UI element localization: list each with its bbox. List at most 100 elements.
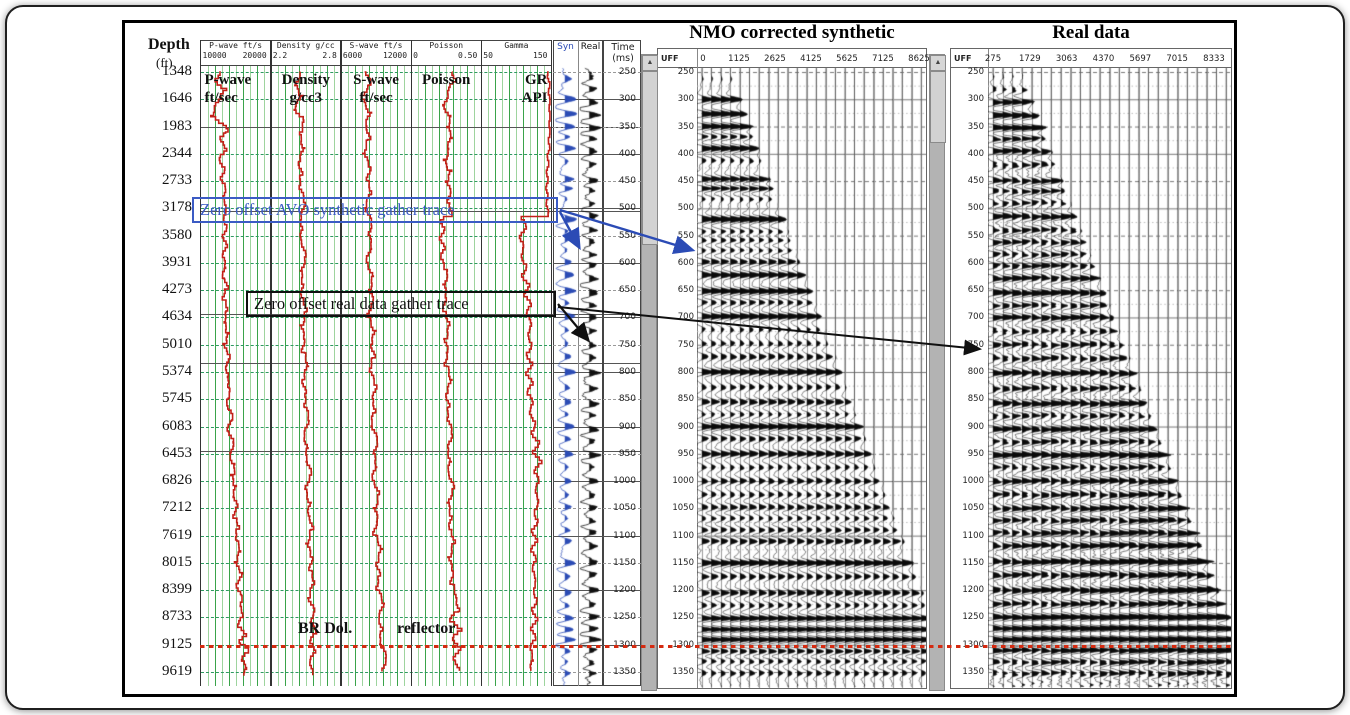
scrollbar-thumb[interactable] bbox=[930, 71, 946, 143]
gather-time-label: 600 bbox=[677, 257, 694, 268]
gather-time-label: 1150 bbox=[672, 557, 694, 568]
time-label: 300 bbox=[618, 94, 636, 105]
gather-time-label: 550 bbox=[967, 230, 984, 241]
log-grid-vline bbox=[305, 64, 307, 686]
log-grid-vline bbox=[446, 64, 448, 686]
offset-label: 1125 bbox=[728, 54, 750, 64]
log-grid-hline bbox=[200, 535, 552, 537]
gather-time-label: 500 bbox=[967, 203, 984, 214]
depth-label: 7619 bbox=[162, 526, 192, 543]
depth-label: 8733 bbox=[162, 608, 192, 625]
time-label: 1050 bbox=[613, 503, 636, 514]
depth-label: 8015 bbox=[162, 553, 192, 570]
track-border bbox=[410, 40, 412, 686]
track-label-units: API bbox=[521, 90, 548, 106]
log-grid-hline bbox=[200, 344, 552, 346]
time-label: 600 bbox=[618, 257, 636, 268]
gather-time-label: 1250 bbox=[962, 612, 984, 623]
gather-time-label: 700 bbox=[677, 312, 694, 323]
time-label: 1350 bbox=[613, 667, 636, 677]
track-label-name: GR bbox=[524, 72, 548, 88]
log-grid-vline bbox=[502, 64, 504, 686]
br-dol-reflector-line bbox=[200, 645, 1233, 649]
time-label: 900 bbox=[618, 421, 636, 432]
log-grid-vline bbox=[361, 64, 363, 686]
nmo-corner-label: UFF bbox=[661, 54, 679, 63]
gather-time-label: 550 bbox=[677, 230, 694, 241]
real-panel-title: Real data bbox=[1052, 22, 1130, 43]
offset-label: 0 bbox=[700, 54, 706, 64]
track-header-title: Density g/cc bbox=[276, 41, 335, 50]
depth-label: 1646 bbox=[162, 90, 192, 107]
real-corner-label: UFF bbox=[954, 54, 972, 63]
gather-time-label: 950 bbox=[677, 448, 694, 459]
time-axis-units: (ms) bbox=[612, 53, 634, 64]
log-grid-hline bbox=[200, 590, 552, 592]
gather-time-label: 250 bbox=[677, 67, 694, 77]
log-grid-vline bbox=[214, 64, 216, 686]
gather-time-label: 1350 bbox=[672, 667, 694, 677]
track-scale-min: 6000 bbox=[342, 51, 363, 60]
gather-time-label: 650 bbox=[677, 285, 694, 296]
track-label-name: S-wave bbox=[353, 72, 399, 88]
log-view-scrollbar[interactable]: ▲ bbox=[641, 54, 658, 691]
offset-label: 4125 bbox=[800, 54, 822, 64]
nmo-panel-scrollbar[interactable]: ▲ bbox=[929, 54, 946, 691]
time-column-box bbox=[603, 40, 641, 686]
depth-label: 7212 bbox=[162, 499, 192, 516]
gather-time-label: 750 bbox=[677, 339, 694, 350]
log-grid-vline bbox=[235, 64, 237, 686]
log-grid-vline bbox=[397, 64, 399, 686]
log-grid-vline bbox=[277, 64, 279, 686]
gather-time-label: 650 bbox=[967, 285, 984, 296]
track-label-name: P-wave bbox=[204, 72, 252, 88]
track-scale-min: 0 bbox=[413, 51, 418, 60]
scroll-up-arrow-icon[interactable]: ▲ bbox=[642, 55, 658, 71]
depth-label: 1983 bbox=[162, 117, 192, 134]
time-label: 1300 bbox=[604, 640, 636, 650]
offset-label: 7125 bbox=[872, 54, 894, 64]
track-label-units: ft/sec bbox=[359, 90, 393, 106]
gather-time-label: 1000 bbox=[962, 476, 984, 487]
log-grid-vline bbox=[376, 64, 377, 686]
track-header-title: P-wave ft/s bbox=[209, 41, 263, 50]
log-horizon-line bbox=[200, 313, 641, 315]
log-grid-vline bbox=[312, 64, 314, 686]
syn-trace-canvas bbox=[553, 64, 578, 686]
depth-label: 1348 bbox=[162, 63, 192, 79]
log-grid-vline bbox=[228, 64, 230, 686]
track-scale-min: 10000 bbox=[202, 51, 227, 60]
scrollbar-thumb[interactable] bbox=[642, 71, 658, 245]
reflector-label-word: reflector bbox=[397, 620, 456, 637]
track-scale-max: 20000 bbox=[242, 51, 267, 60]
log-grid-vline bbox=[284, 64, 286, 686]
gather-time-label: 250 bbox=[967, 67, 984, 77]
log-grid-hline bbox=[200, 562, 552, 564]
log-grid-hline bbox=[200, 317, 552, 319]
track-scale-max: 150 bbox=[533, 51, 548, 60]
gather-time-label: 900 bbox=[967, 421, 984, 432]
log-grid-vline bbox=[530, 64, 532, 686]
log-grid-vline bbox=[544, 64, 546, 686]
offset-label: 4370 bbox=[1092, 54, 1115, 64]
depth-label: 6826 bbox=[162, 472, 192, 489]
gather-time-label: 1250 bbox=[672, 612, 694, 623]
track-label-units: ft/sec bbox=[204, 90, 238, 106]
gather-time-label: 500 bbox=[677, 203, 694, 214]
log-grid-vline bbox=[354, 64, 356, 686]
gather-time-label: 450 bbox=[967, 176, 984, 187]
gather-time-label: 700 bbox=[967, 312, 984, 323]
scroll-up-arrow-icon[interactable]: ▲ bbox=[930, 55, 946, 71]
time-label: 1250 bbox=[613, 612, 636, 623]
time-label: 650 bbox=[618, 285, 636, 296]
log-grid-vline bbox=[242, 64, 244, 686]
offset-label: 3063 bbox=[1055, 54, 1078, 64]
log-horizon-line bbox=[200, 211, 641, 213]
log-grid-vline bbox=[418, 64, 420, 686]
log-grid-vline bbox=[537, 64, 539, 686]
time-label: 1150 bbox=[613, 557, 636, 568]
gather-time-label: 1300 bbox=[951, 640, 984, 650]
gather-time-label: 300 bbox=[677, 94, 694, 105]
syn-gather-annotation-text: Zero offset AVO synthetic gather trace bbox=[200, 200, 455, 219]
time-label: 750 bbox=[618, 339, 636, 350]
